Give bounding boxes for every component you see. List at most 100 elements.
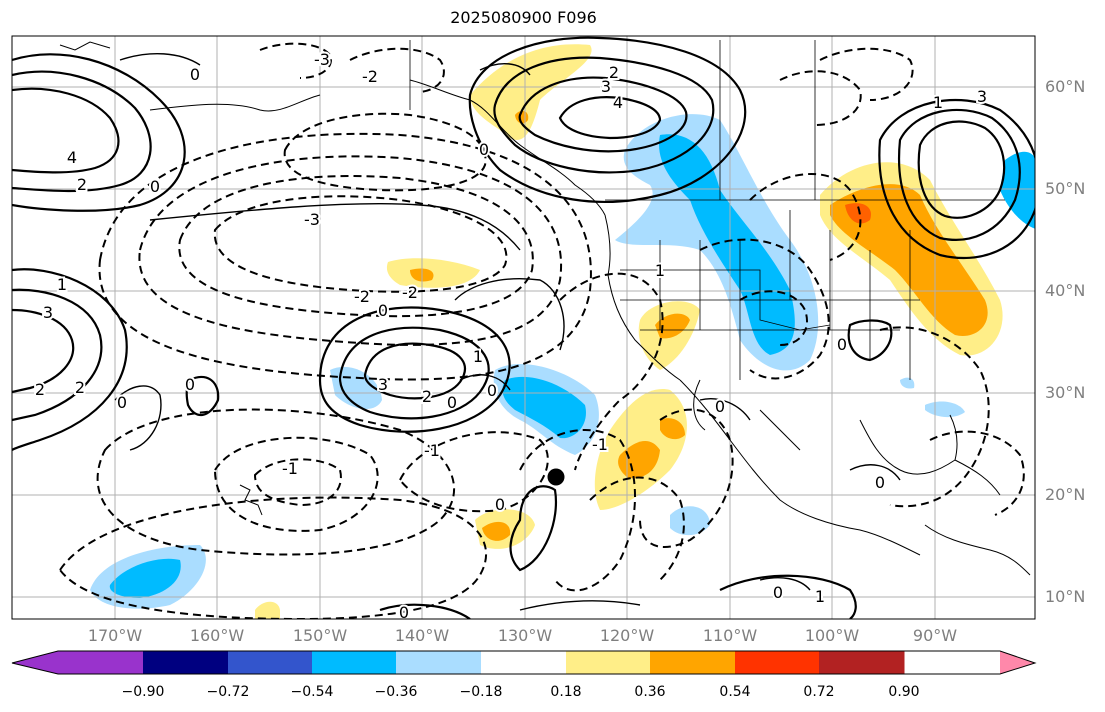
shade-pacific-small-negative	[670, 506, 710, 536]
contour-label-pos-1b: 1	[57, 275, 67, 294]
colorbar-tick-label: 0.18	[550, 684, 582, 700]
contour-label-zero-a: 0	[150, 177, 160, 196]
colorbar-segment	[228, 651, 313, 674]
colorbar-tick-label: 0.54	[719, 684, 751, 700]
colorbar-tick-label: −0.72	[206, 684, 250, 700]
contour-label-pos-2a: 2	[609, 63, 619, 82]
lat-label-20n: 20°N	[1045, 485, 1086, 504]
contour-label-pos-3c: 3	[43, 303, 53, 322]
colorbar-tick-label: 0.90	[888, 684, 920, 700]
positive-contours	[12, 36, 1035, 619]
contour-label-pos-2d: 2	[75, 378, 85, 397]
location-marker	[547, 468, 565, 486]
colorbar-segment	[58, 651, 144, 674]
colorbar-outline	[11, 650, 1037, 675]
contour-label-zero-k: 0	[875, 473, 885, 492]
zero-contours	[114, 52, 901, 611]
shade-hawaii-core	[482, 521, 511, 541]
shaded-regions	[90, 44, 1035, 619]
contour-labels: 3 4 2 3 2 1 3 1 2 2 4 2 3 1 1 1 -3 -3 -2…	[33, 48, 989, 622]
contour-label-pos-1e: 1	[655, 261, 665, 280]
colorbar-segment	[481, 651, 567, 674]
colorbar-segment	[143, 651, 229, 674]
contour-label-pos-2b: 2	[422, 387, 432, 406]
coastlines	[59, 41, 1031, 576]
contour-label-pos-1d: 1	[815, 587, 825, 606]
shade-mexico-core	[618, 440, 660, 479]
lon-label-110w: 110°W	[702, 626, 758, 645]
contour-label-zero-j: 0	[117, 393, 127, 412]
lon-label-170w: 170°W	[87, 626, 143, 645]
negative-contours	[58, 42, 1025, 619]
shade-plains-red	[845, 203, 871, 224]
colorbar-tick-label: −0.54	[290, 684, 334, 700]
shade-florida-negative	[900, 377, 915, 389]
borders	[409, 40, 1005, 380]
map-title: 2025080900 F096	[450, 8, 597, 27]
forecast-map: 3 4 2 3 2 1 3 1 2 2 4 2 3 1 1 1 -3 -3 -2…	[11, 35, 1036, 622]
colorbar-tick-label: −0.18	[459, 684, 503, 700]
colorbar-tick-label: −0.36	[374, 684, 418, 700]
contour-label-pos-3a: 3	[601, 77, 611, 96]
lon-label-130w: 130°W	[497, 626, 553, 645]
contour-label-zero-f: 0	[773, 583, 783, 602]
contour-label-zero-m: 0	[185, 375, 195, 394]
contour-label-zero-c: 0	[487, 381, 497, 400]
shade-pacific-positive	[386, 258, 480, 288]
contour-label-pos-2c: 2	[35, 380, 45, 399]
contour-label-zero-i: 0	[190, 65, 200, 84]
colorbar-segment	[819, 651, 905, 674]
colorbar-tick-label: −0.90	[121, 684, 165, 700]
contour-label-neg-1c: -1	[592, 435, 608, 454]
colorbar-tick-label: 0.36	[634, 684, 666, 700]
shade-plains-core	[830, 184, 988, 336]
contour-label-neg-1b: -1	[424, 441, 440, 460]
contour-label-neg-2a: -2	[354, 287, 370, 306]
lat-label-10n: 10°N	[1045, 587, 1086, 606]
lon-label-160w: 160°W	[189, 626, 245, 645]
contour-label-pos-2e: 2	[77, 175, 87, 194]
shade-southwest-core	[109, 558, 181, 598]
plot-frame	[11, 35, 1036, 620]
shade-baja-core	[655, 313, 690, 339]
colorbar-extend-left	[12, 651, 58, 674]
colorbar-segment	[566, 651, 651, 674]
contour-label-neg-3a: -3	[304, 210, 320, 229]
contour-label-pos-3d: 3	[977, 87, 987, 106]
lon-label-100w: 100°W	[804, 626, 860, 645]
shade-mexico-core2	[660, 418, 685, 440]
lat-label-60n: 60°N	[1045, 77, 1086, 96]
contour-label-pos-1c: 1	[933, 93, 943, 112]
shade-alaska-positive	[470, 44, 592, 140]
contour-label-neg-2c: -2	[362, 67, 378, 86]
contour-label-zero-d: 0	[447, 393, 457, 412]
graticule	[12, 36, 1035, 619]
contour-label-neg-1a: -1	[282, 459, 298, 478]
lon-label-120w: 120°W	[599, 626, 655, 645]
contour-label-zero-l: 0	[715, 397, 725, 416]
contour-label-zero-b: 0	[378, 301, 388, 320]
shade-subtropic-core	[502, 376, 586, 439]
colorbar-segment	[650, 651, 736, 674]
lat-label-40n: 40°N	[1045, 281, 1086, 300]
lat-label-50n: 50°N	[1045, 179, 1086, 198]
contour-label-pos-1a: 1	[473, 347, 483, 366]
contour-label-pos-4b: 4	[67, 148, 77, 167]
contour-label-pos-3b: 3	[378, 375, 388, 394]
colorbar-extend-right	[1000, 651, 1035, 674]
contour-label-zero-h: 0	[479, 140, 489, 159]
lon-label-90w: 90°W	[912, 626, 958, 645]
shade-south-small-positive	[255, 601, 280, 619]
colorbar-segment	[312, 651, 397, 674]
contour-label-zero-n: 0	[837, 335, 847, 354]
colorbar	[11, 650, 1037, 675]
contour-label-neg-3b: -3	[314, 50, 330, 69]
contour-label-neg-2b: -2	[402, 283, 418, 302]
contour-label-zero-e: 0	[399, 603, 409, 622]
lon-label-140w: 140°W	[394, 626, 450, 645]
contour-label-zero-g: 0	[495, 495, 505, 514]
colorbar-segments	[12, 651, 1035, 674]
colorbar-tick-label: 0.72	[803, 684, 835, 700]
colorbar-segment	[735, 651, 820, 674]
lon-label-150w: 150°W	[292, 626, 348, 645]
